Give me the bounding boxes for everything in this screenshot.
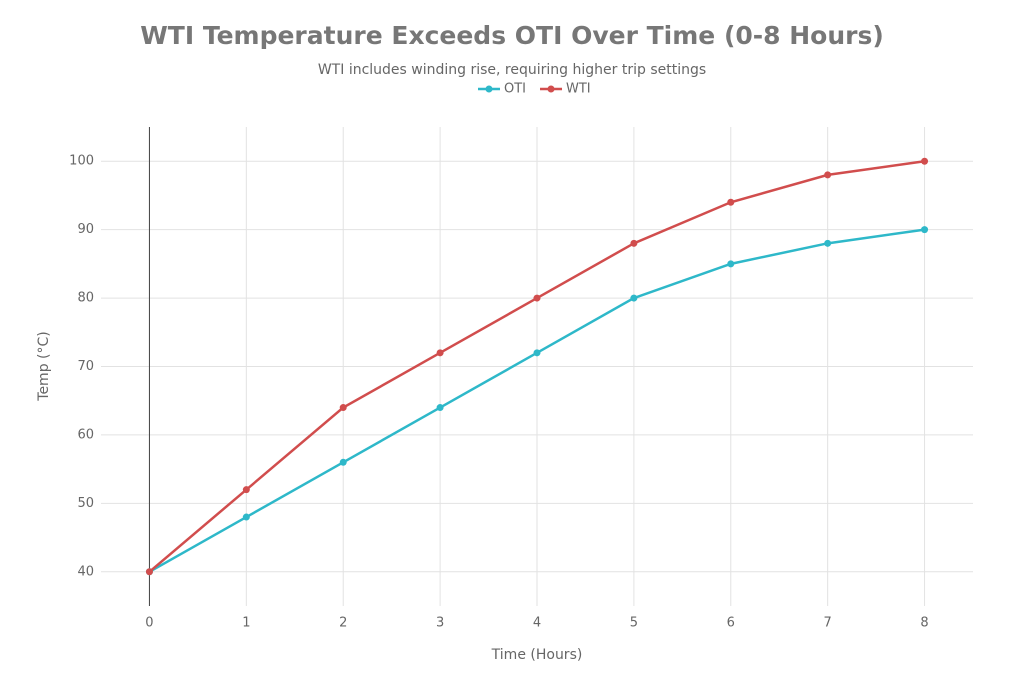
x-axis-title: Time (Hours) xyxy=(491,647,583,663)
data-point xyxy=(242,513,250,521)
y-tick-label: 70 xyxy=(77,359,94,374)
data-point xyxy=(921,226,929,234)
legend-label: OTI xyxy=(504,82,526,97)
data-point xyxy=(630,239,638,247)
y-tick-label: 60 xyxy=(77,427,94,442)
data-point xyxy=(727,198,735,206)
data-point xyxy=(533,349,541,357)
data-point xyxy=(436,349,444,357)
data-point xyxy=(824,171,832,179)
data-point xyxy=(242,486,250,494)
legend-marker xyxy=(547,85,555,93)
y-axis-title: Temp (°C) xyxy=(36,331,52,401)
data-point xyxy=(824,239,832,247)
legend-marker xyxy=(485,85,493,93)
x-tick-label: 7 xyxy=(824,616,832,631)
data-point xyxy=(339,458,347,466)
x-tick-label: 5 xyxy=(630,616,638,631)
x-tick-label: 6 xyxy=(727,616,735,631)
chart-subtitle: WTI includes winding rise, requiring hig… xyxy=(318,62,706,78)
y-tick-label: 90 xyxy=(77,222,94,237)
data-point xyxy=(727,260,735,268)
chart-title: WTI Temperature Exceeds OTI Over Time (0… xyxy=(140,21,884,50)
x-tick-label: 2 xyxy=(339,616,347,631)
x-tick-label: 8 xyxy=(920,616,928,631)
data-point xyxy=(630,294,638,302)
data-point xyxy=(533,294,541,302)
data-point xyxy=(921,157,929,165)
x-tick-label: 3 xyxy=(436,616,444,631)
legend-label: WTI xyxy=(566,82,591,97)
y-tick-label: 40 xyxy=(77,564,94,579)
data-point xyxy=(436,404,444,412)
y-tick-label: 100 xyxy=(69,154,94,169)
x-tick-label: 0 xyxy=(145,616,153,631)
data-point xyxy=(339,404,347,412)
y-tick-label: 80 xyxy=(77,291,94,306)
data-point xyxy=(145,568,153,576)
x-tick-label: 1 xyxy=(242,616,250,631)
x-tick-label: 4 xyxy=(533,616,541,631)
legend: OTI WTI xyxy=(478,82,591,97)
y-tick-label: 50 xyxy=(77,496,94,511)
